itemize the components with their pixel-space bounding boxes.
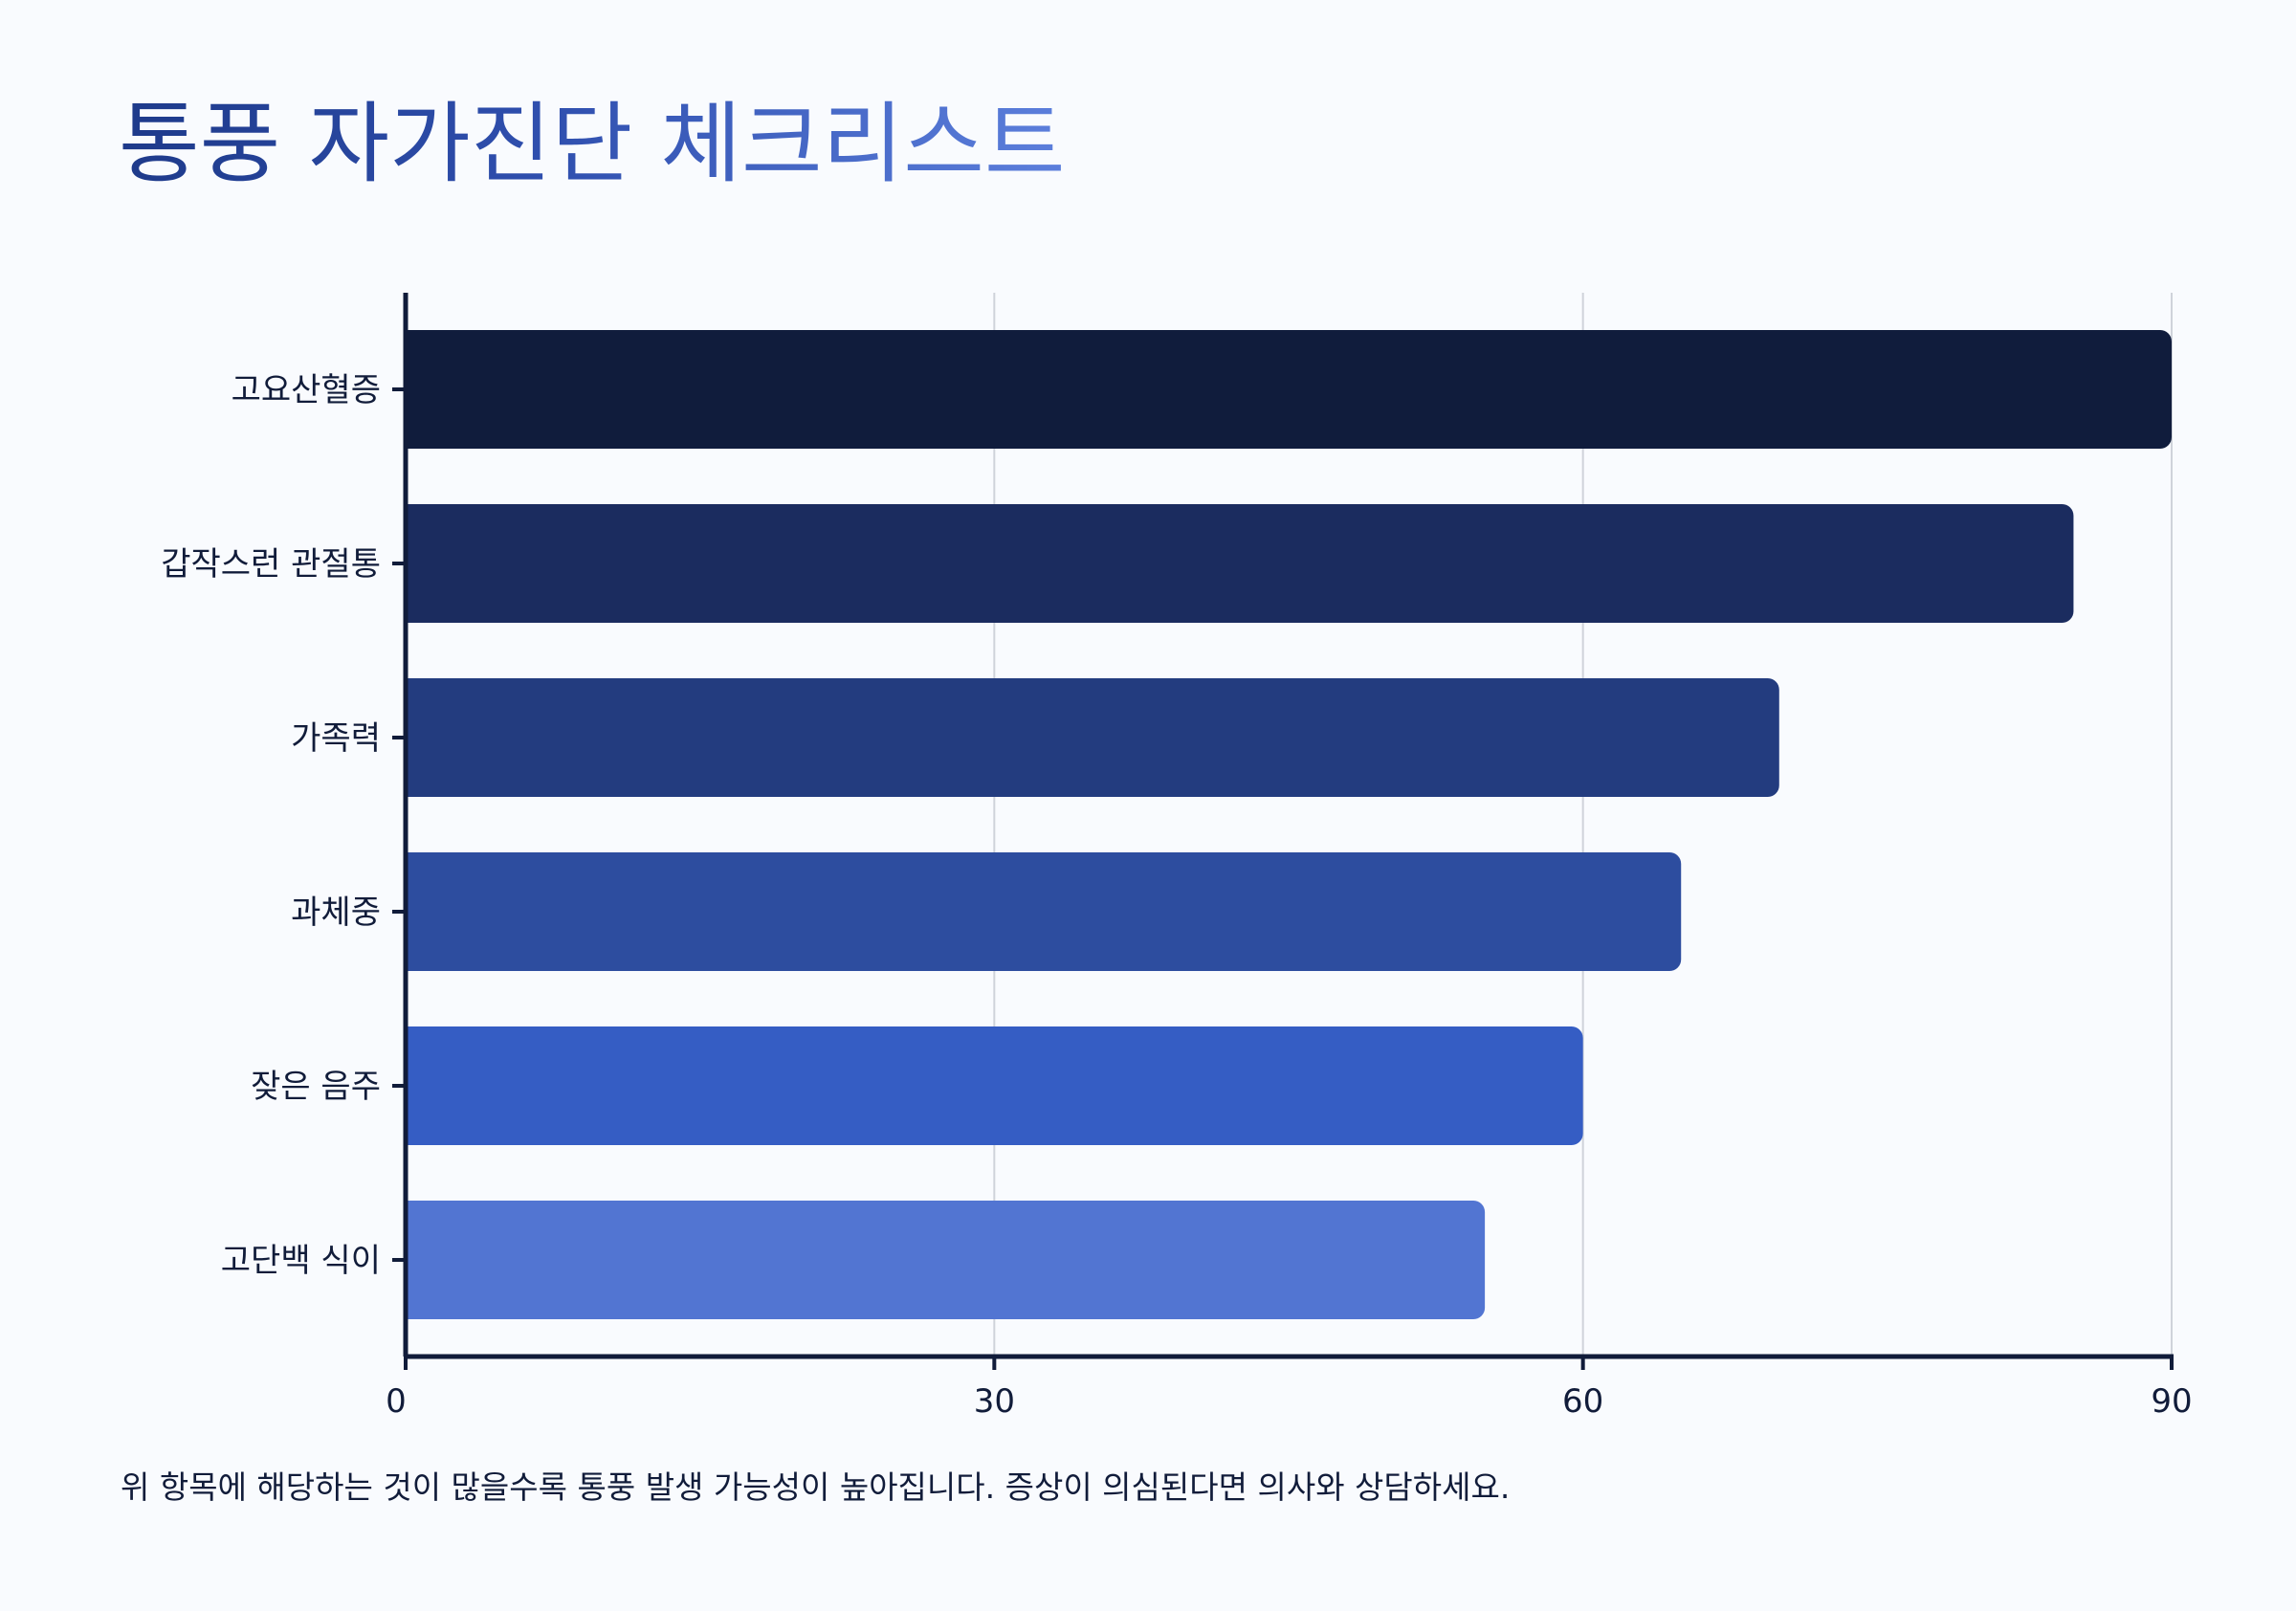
x-tick-label-60: 60 (1562, 1382, 1603, 1421)
bar-4 (406, 852, 1682, 971)
x-tick-label-30: 30 (974, 1382, 1015, 1421)
category-label-4: 과체중 (291, 894, 381, 932)
bar-2 (406, 504, 2074, 623)
category-label-6: 고단백 식이 (221, 1242, 381, 1280)
x-tick-label-90: 90 (2151, 1382, 2192, 1421)
bar-3 (406, 678, 1779, 797)
bar-2-edge (406, 504, 421, 623)
category-label-3: 가족력 (291, 719, 381, 758)
axes (392, 293, 2174, 1370)
page-title: 통풍 자가진단 체크리스트 (119, 92, 1066, 197)
category-label-2: 갑작스런 관절통 (161, 545, 381, 584)
bar-4-edge (406, 852, 421, 971)
category-label-5: 잦은 음주 (251, 1068, 381, 1106)
x-tick-label-0: 0 (386, 1382, 407, 1421)
bar-1-edge (406, 330, 421, 449)
bar-6 (406, 1201, 1486, 1319)
bar-6-edge (406, 1201, 421, 1319)
category-label-1: 고요산혈증 (232, 371, 381, 409)
bar-3-edge (406, 678, 421, 797)
footnote: 위 항목에 해당하는 것이 많을수록 통풍 발생 가능성이 높아집니다. 증상이… (121, 1468, 1511, 1506)
grid-lines (993, 293, 2173, 1357)
bar-5 (406, 1026, 1583, 1145)
bar-5-edge (406, 1026, 421, 1145)
bar-1 (406, 330, 2172, 449)
bars (406, 330, 2172, 1319)
